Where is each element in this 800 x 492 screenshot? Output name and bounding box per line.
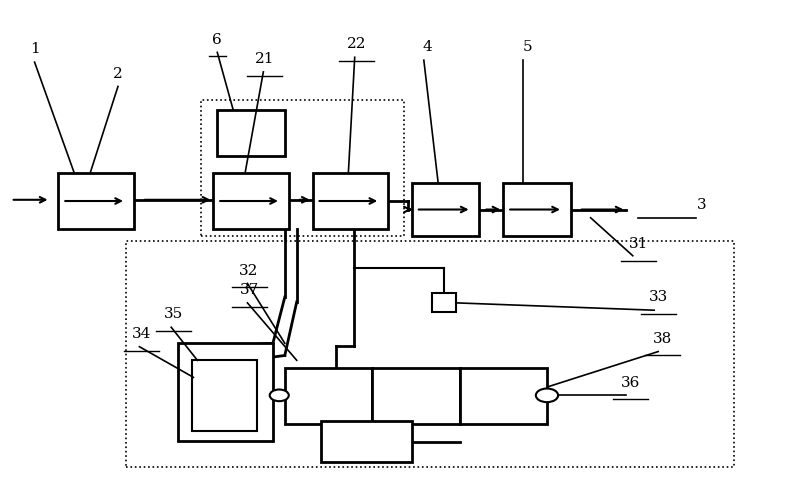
Bar bbox=[178, 343, 273, 440]
Text: 21: 21 bbox=[255, 52, 274, 66]
Bar bbox=[218, 110, 285, 156]
Text: 5: 5 bbox=[522, 40, 532, 54]
Text: 3: 3 bbox=[697, 198, 706, 212]
Bar bbox=[412, 183, 479, 236]
Text: 6: 6 bbox=[213, 32, 222, 47]
Text: 37: 37 bbox=[239, 283, 258, 297]
Circle shape bbox=[536, 389, 558, 402]
Text: 2: 2 bbox=[113, 66, 123, 81]
Bar bbox=[503, 183, 571, 236]
Bar bbox=[58, 173, 134, 229]
Text: 31: 31 bbox=[629, 237, 648, 251]
Bar bbox=[214, 173, 289, 229]
Text: 33: 33 bbox=[649, 290, 668, 305]
Bar bbox=[202, 100, 404, 236]
Bar bbox=[126, 241, 734, 467]
Text: 32: 32 bbox=[239, 264, 258, 277]
Text: 22: 22 bbox=[346, 37, 366, 52]
Text: 4: 4 bbox=[423, 40, 433, 54]
Bar bbox=[313, 173, 388, 229]
Bar bbox=[192, 360, 257, 431]
Circle shape bbox=[270, 390, 289, 401]
Text: 1: 1 bbox=[30, 42, 39, 56]
Bar bbox=[459, 368, 547, 424]
Text: 38: 38 bbox=[653, 332, 672, 346]
Text: 35: 35 bbox=[164, 308, 183, 321]
Bar bbox=[321, 421, 412, 462]
Text: 36: 36 bbox=[621, 375, 640, 390]
Bar bbox=[372, 368, 459, 424]
Bar bbox=[285, 368, 372, 424]
Text: 34: 34 bbox=[132, 327, 151, 341]
Bar bbox=[432, 293, 456, 311]
